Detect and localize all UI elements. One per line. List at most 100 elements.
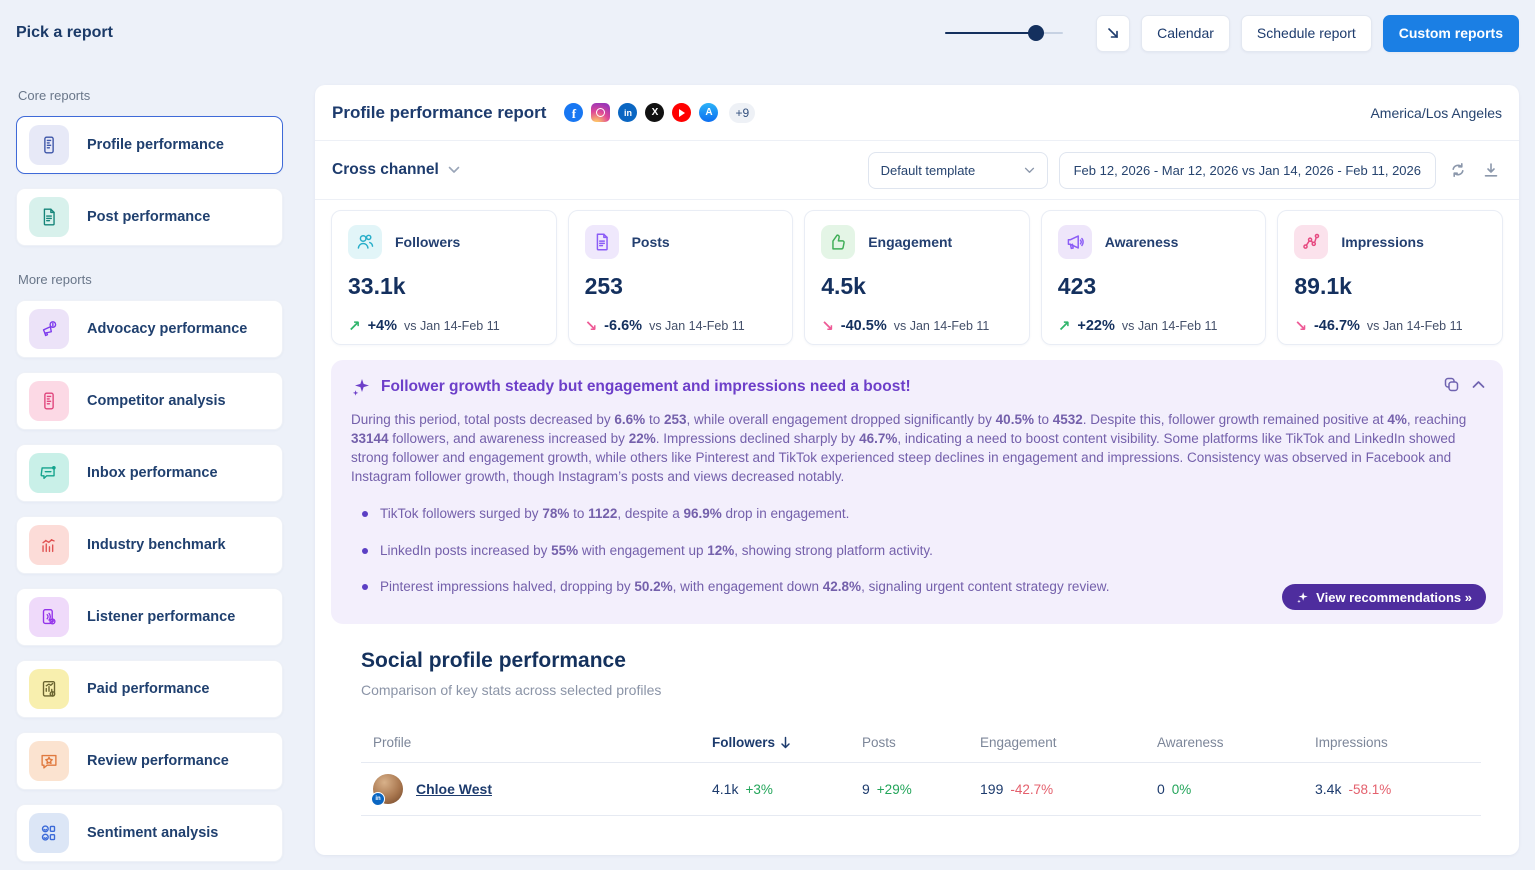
template-select[interactable]: Default template [867, 151, 1048, 189]
table-header-row: Profile Followers Posts Engagement Aware… [361, 722, 1481, 763]
diagonal-arrow-icon [1108, 28, 1118, 38]
column-header-impressions[interactable]: Impressions [1315, 734, 1388, 750]
more-networks-badge[interactable]: +9 [729, 102, 756, 123]
benchmark-chart-icon [29, 525, 69, 565]
more-reports-label: More reports [18, 272, 92, 287]
column-header-profile: Profile [373, 734, 412, 750]
delta-badge: +29% [876, 782, 912, 797]
report-sidebar: Core reports Profile performance Post pe… [16, 66, 283, 870]
slider-knob[interactable] [1027, 25, 1044, 41]
sidebar-item-review-performance[interactable]: Review performance [16, 732, 283, 790]
topbar-actions: Calendar Schedule report Custom reports [945, 14, 1519, 52]
sidebar-item-label: Listener performance [87, 609, 236, 625]
calendar-button[interactable]: Calendar [1141, 14, 1230, 52]
topbar: Pick a report Calendar Schedule report C… [0, 0, 1535, 66]
sidebar-item-label: Industry benchmark [87, 537, 226, 553]
sidebar-item-inbox-performance[interactable]: Inbox performance [16, 444, 283, 502]
sidebar-item-paid-performance[interactable]: Paid performance [16, 660, 283, 718]
sidebar-item-listener-performance[interactable]: Listener performance [16, 588, 283, 646]
inbox-chat-icon [29, 453, 69, 493]
refresh-icon [1452, 163, 1464, 177]
column-header-posts[interactable]: Posts [862, 734, 896, 750]
download-button[interactable] [1480, 159, 1502, 181]
sidebar-item-label: Inbox performance [87, 465, 218, 481]
sidebar-item-label: Review performance [87, 753, 229, 769]
sidebar-item-label: Post performance [87, 209, 211, 225]
profile-link[interactable]: Chloe West [416, 781, 492, 797]
paid-report-icon [29, 669, 69, 709]
date-range-picker[interactable]: Feb 12, 2026 - Mar 12, 2026 vs Jan 14, 2… [1058, 151, 1436, 189]
insight-bullet: TikTok followers surged by 78% to 1122, … [351, 505, 1483, 524]
stat-card-engagement: Engagement 4.5k ↘ -40.5% vs Jan 14-Feb 1… [804, 210, 1030, 345]
linkedin-badge-icon: in [371, 792, 385, 806]
collapse-insight-button[interactable] [1472, 380, 1485, 389]
copy-icon [1444, 377, 1459, 392]
followers-icon [348, 225, 382, 259]
social-profile-performance-section: Social profile performance Comparison of… [315, 624, 1519, 816]
impressions-icon [1294, 225, 1329, 259]
page-title: Pick a report [16, 24, 113, 41]
insight-bullet: LinkedIn posts increased by 55% with eng… [351, 542, 1483, 561]
sidebar-item-post-performance[interactable]: Post performance [16, 188, 283, 246]
table-row: in Chloe West 4.1k +3% 9 +29% 199 -42.7%… [361, 763, 1481, 816]
trend-up-icon: ↗ [348, 318, 361, 335]
channel-label: Cross channel [332, 161, 439, 178]
stat-card-awareness: Awareness 423 ↗ +22% vs Jan 14-Feb 11 [1040, 210, 1267, 345]
delta-badge: -58.1% [1348, 782, 1392, 797]
facebook-icon [564, 103, 584, 122]
sidebar-item-profile-performance[interactable]: Profile performance [16, 116, 283, 174]
column-header-followers[interactable]: Followers [712, 735, 862, 750]
expand-report-button[interactable] [1096, 14, 1131, 52]
date-range-value: Feb 12, 2026 - Mar 12, 2026 vs Jan 14, 2… [1073, 162, 1421, 178]
template-select-value: Default template [880, 162, 976, 178]
schedule-report-button[interactable]: Schedule report [1240, 14, 1372, 52]
trend-down-icon: ↘ [584, 318, 598, 335]
youtube-icon [672, 103, 692, 122]
delta-badge: 0% [1171, 782, 1192, 797]
posts-icon [584, 225, 619, 259]
zoom-slider[interactable] [945, 24, 1064, 42]
listener-audio-icon [29, 597, 69, 637]
x-twitter-icon [645, 103, 665, 122]
trend-down-icon: ↘ [1294, 318, 1307, 335]
post-document-icon [29, 197, 69, 237]
mobile-report-icon [29, 125, 69, 165]
awareness-icon [1057, 225, 1092, 259]
section-title: Social profile performance [361, 649, 626, 672]
sidebar-item-competitor-analysis[interactable]: Competitor analysis [16, 372, 283, 430]
timezone-label: America/Los Angeles [1370, 104, 1502, 121]
refresh-button[interactable] [1447, 159, 1469, 181]
custom-reports-button[interactable]: Custom reports [1382, 14, 1519, 52]
review-star-icon [29, 741, 69, 781]
sidebar-item-label: Competitor analysis [87, 393, 226, 409]
ai-insight-panel: Follower growth steady but engagement an… [331, 360, 1503, 624]
stat-card-followers: Followers 33.1k ↗ +4% vs Jan 14-Feb 11 [331, 210, 557, 345]
insight-bullets: TikTok followers surged by 78% to 1122, … [351, 505, 1483, 598]
sidebar-item-sentiment-analysis[interactable]: Sentiment analysis [16, 804, 283, 862]
report-title: Profile performance report [332, 102, 547, 122]
sidebar-item-advocacy-performance[interactable]: Advocacy performance [16, 300, 283, 358]
sidebar-item-label: Profile performance [87, 137, 224, 153]
insight-summary: During this period, total posts decrease… [351, 412, 1467, 485]
sidebar-item-label: Sentiment analysis [87, 825, 219, 841]
trend-up-icon: ↗ [1057, 318, 1071, 335]
insight-title: Follower growth steady but engagement an… [381, 378, 911, 395]
report-panel: Profile performance report +9 America/Lo… [315, 85, 1519, 855]
app-store-icon [699, 103, 719, 122]
chevron-up-icon [1472, 381, 1485, 388]
sidebar-item-label: Paid performance [87, 681, 210, 697]
trend-down-icon: ↘ [821, 318, 834, 335]
sidebar-item-industry-benchmark[interactable]: Industry benchmark [16, 516, 283, 574]
view-recommendations-button[interactable]: View recommendations » [1282, 584, 1486, 610]
stats-row: Followers 33.1k ↗ +4% vs Jan 14-Feb 11 P… [315, 200, 1519, 360]
column-header-awareness[interactable]: Awareness [1157, 734, 1224, 750]
insight-bullet: Pinterest impressions halved, dropping b… [351, 578, 1483, 597]
report-header: Profile performance report +9 America/Lo… [315, 85, 1519, 141]
sort-descending-icon [781, 736, 790, 748]
channel-selector[interactable]: Cross channel [332, 161, 460, 179]
slider-fill [945, 32, 1036, 34]
copy-insight-button[interactable] [1443, 376, 1460, 393]
column-header-engagement[interactable]: Engagement [980, 734, 1057, 750]
delta-badge: -42.7% [1010, 782, 1054, 797]
chevron-down-icon [1024, 167, 1034, 173]
